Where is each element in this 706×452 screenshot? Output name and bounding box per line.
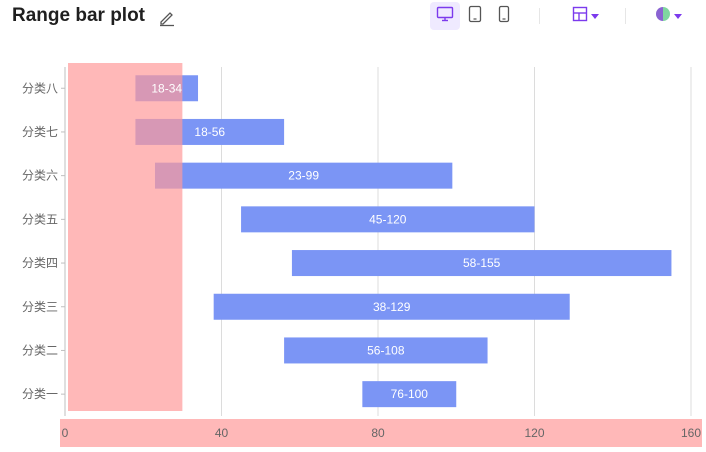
x-tick-label: 160 — [681, 426, 701, 440]
bar-data-label: 45-120 — [369, 212, 407, 226]
page-title: Range bar plot — [12, 5, 146, 26]
x-tick-label: 40 — [215, 426, 229, 440]
tablet-icon — [468, 5, 482, 28]
range-bar — [154, 162, 453, 189]
range-bar — [291, 250, 672, 277]
chevron-down-icon — [673, 7, 682, 25]
y-tick-label: 分类七 — [22, 125, 58, 139]
edit-title-icon[interactable] — [158, 9, 176, 27]
toolbar-divider — [625, 8, 626, 24]
theme-dropdown-button[interactable] — [648, 2, 688, 30]
x-tick-label: 80 — [371, 426, 385, 440]
bar-data-label: 58-155 — [463, 256, 501, 270]
desktop-view-button[interactable] — [430, 2, 460, 30]
x-tick-label: 0 — [62, 426, 69, 440]
y-tick-label: 分类四 — [22, 256, 58, 270]
y-tick-label: 分类三 — [22, 300, 58, 314]
range-bar — [213, 293, 570, 320]
mobile-icon — [498, 5, 510, 28]
y-tick-label: 分类二 — [22, 343, 58, 357]
x-tick-label: 120 — [524, 426, 544, 440]
mobile-view-button[interactable] — [489, 2, 519, 30]
bar-data-label: 56-108 — [367, 343, 405, 357]
chevron-down-icon — [590, 7, 599, 25]
toolbar-divider — [539, 8, 540, 24]
range-bar — [284, 337, 488, 364]
y-tick-label: 分类五 — [22, 212, 58, 226]
range-bar — [241, 206, 535, 233]
layout-icon — [572, 6, 588, 27]
y-tick-label: 分类一 — [22, 387, 58, 401]
bar-data-label: 76-100 — [391, 387, 429, 401]
range-bar — [362, 381, 457, 408]
axis-highlight-band — [60, 419, 702, 447]
y-tick-label: 分类八 — [22, 81, 58, 95]
bar-data-label: 23-99 — [288, 169, 319, 183]
bar-data-label: 38-129 — [373, 300, 411, 314]
highlight-region — [68, 63, 183, 411]
bar-data-label: 18-34 — [151, 81, 182, 95]
bar-data-label: 18-56 — [194, 125, 225, 139]
desktop-icon — [436, 6, 454, 27]
y-tick-label: 分类六 — [22, 169, 58, 183]
tablet-view-button[interactable] — [460, 2, 490, 30]
theme-icon — [655, 6, 671, 27]
layout-dropdown-button[interactable] — [565, 2, 605, 30]
